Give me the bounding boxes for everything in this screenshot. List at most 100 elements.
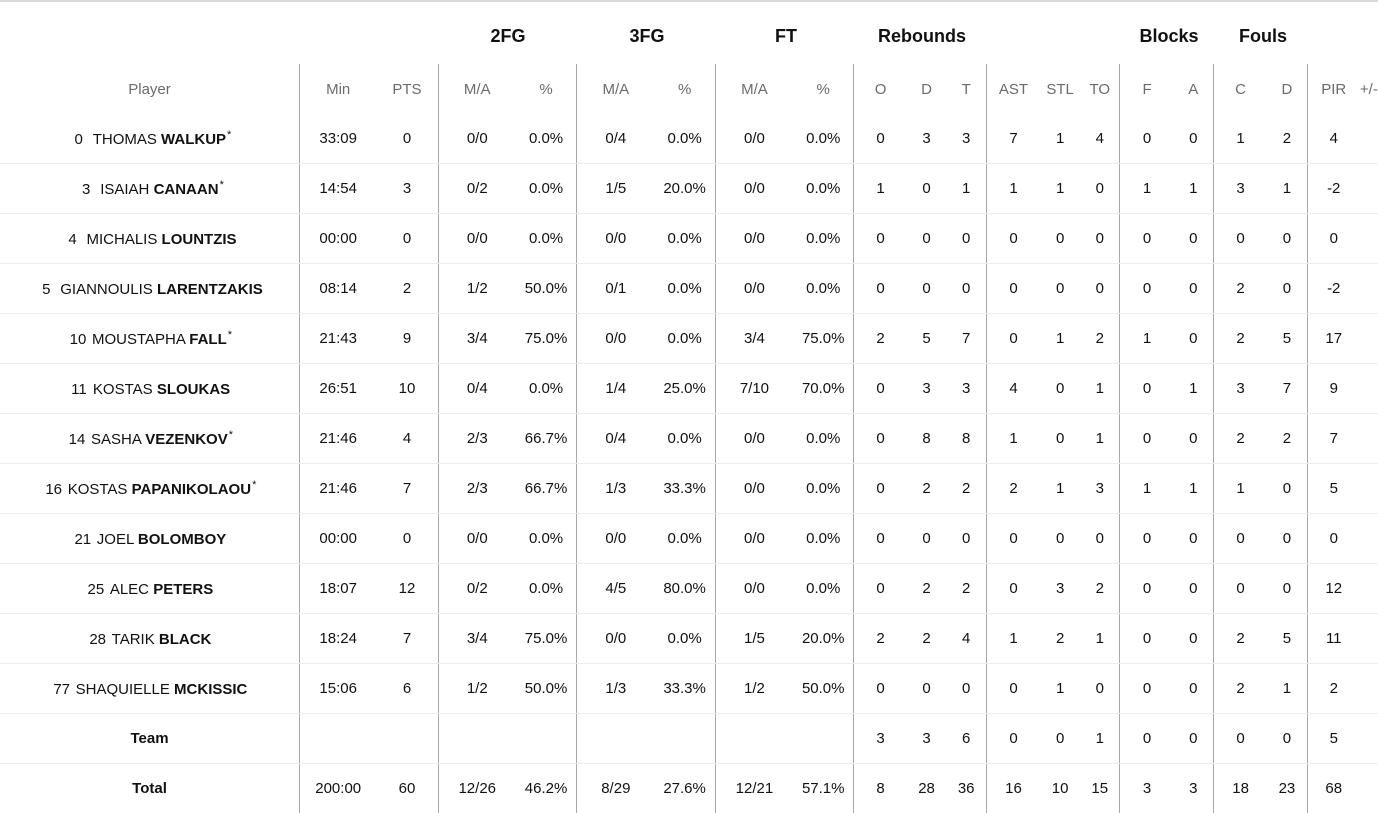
col-header-ft-ma[interactable]: M/A [715, 64, 793, 114]
stat-plus-minus [1360, 564, 1378, 614]
stat-ft-ma: 12/21 [715, 764, 793, 813]
stat-reb-off: 0 [854, 464, 907, 514]
col-header-pir[interactable]: PIR [1307, 64, 1360, 114]
stat-pts: 7 [376, 464, 438, 514]
player-last-name: WALKUP [161, 131, 226, 148]
col-header-stl[interactable]: STL [1040, 64, 1080, 114]
stat-min: 00:00 [300, 214, 377, 264]
stat-foul-drawn: 1 [1267, 164, 1307, 214]
stat-stl: 1 [1040, 314, 1080, 364]
stat-blk-for: 1 [1120, 464, 1174, 514]
stat-pts: 60 [376, 764, 438, 813]
stat-stl: 1 [1040, 164, 1080, 214]
col-header-player[interactable]: Player [0, 64, 300, 114]
stat-min [300, 714, 377, 764]
col-header-pts[interactable]: PTS [376, 64, 438, 114]
col-header-blk-against[interactable]: A [1174, 64, 1214, 114]
stat-blk-against: 0 [1174, 664, 1214, 714]
col-header-reb-off[interactable]: O [854, 64, 907, 114]
stat-ft-pct [793, 714, 854, 764]
stat-2fg-ma: 0/0 [438, 514, 516, 564]
stat-plus-minus [1360, 164, 1378, 214]
stat-ft-pct: 70.0% [793, 364, 854, 414]
stat-foul-drawn: 0 [1267, 514, 1307, 564]
col-header-min[interactable]: Min [300, 64, 377, 114]
stat-reb-off: 0 [854, 514, 907, 564]
stat-ast: 2 [986, 464, 1040, 514]
stat-foul-committed: 3 [1213, 364, 1267, 414]
stat-reb-def: 3 [907, 364, 947, 414]
stat-reb-def: 3 [907, 114, 947, 164]
stat-pir: 17 [1307, 314, 1360, 364]
jersey-number: 10 [67, 331, 89, 348]
jersey-number: 77 [51, 681, 73, 698]
stat-foul-drawn: 5 [1267, 314, 1307, 364]
stat-reb-tot: 0 [946, 514, 986, 564]
starter-marker: * [229, 429, 233, 441]
stat-blk-against: 3 [1174, 764, 1214, 813]
stat-foul-committed: 2 [1213, 264, 1267, 314]
stat-plus-minus [1360, 214, 1378, 264]
stat-ft-pct: 0.0% [793, 114, 854, 164]
stat-3fg-pct: 33.3% [654, 464, 715, 514]
col-header-2fg-ma[interactable]: M/A [438, 64, 516, 114]
stat-2fg-pct: 0.0% [516, 214, 577, 264]
col-header-foul-committed[interactable]: C [1213, 64, 1267, 114]
stat-plus-minus [1360, 264, 1378, 314]
stat-foul-committed: 2 [1213, 664, 1267, 714]
stat-pir: -2 [1307, 264, 1360, 314]
col-header-to[interactable]: TO [1080, 64, 1120, 114]
stat-3fg-ma: 0/4 [577, 414, 655, 464]
col-header-ast[interactable]: AST [986, 64, 1040, 114]
stat-to: 2 [1080, 564, 1120, 614]
stat-3fg-pct [654, 714, 715, 764]
player-last-name: PAPANIKOLAOU [132, 481, 251, 498]
col-header-reb-def[interactable]: D [907, 64, 947, 114]
stat-3fg-pct: 0.0% [654, 114, 715, 164]
col-header-plus-minus[interactable]: +/- [1360, 64, 1378, 114]
col-header-blk-for[interactable]: F [1120, 64, 1174, 114]
stat-foul-drawn: 0 [1267, 464, 1307, 514]
col-header-reb-tot[interactable]: T [946, 64, 986, 114]
stat-min: 33:09 [300, 114, 377, 164]
stat-foul-drawn: 1 [1267, 664, 1307, 714]
stat-blk-for: 0 [1120, 564, 1174, 614]
stat-stl: 0 [1040, 714, 1080, 764]
col-header-3fg-pct[interactable]: % [654, 64, 715, 114]
col-header-ft-pct[interactable]: % [793, 64, 854, 114]
stat-stl: 1 [1040, 464, 1080, 514]
stat-foul-drawn: 0 [1267, 714, 1307, 764]
total-row-label: Total [0, 764, 300, 813]
col-header-foul-drawn[interactable]: D [1267, 64, 1307, 114]
player-last-name: LOUNTZIS [162, 231, 237, 248]
stat-foul-drawn: 7 [1267, 364, 1307, 414]
col-header-2fg-pct[interactable]: % [516, 64, 577, 114]
col-header-3fg-ma[interactable]: M/A [577, 64, 655, 114]
stat-2fg-pct: 75.0% [516, 614, 577, 664]
